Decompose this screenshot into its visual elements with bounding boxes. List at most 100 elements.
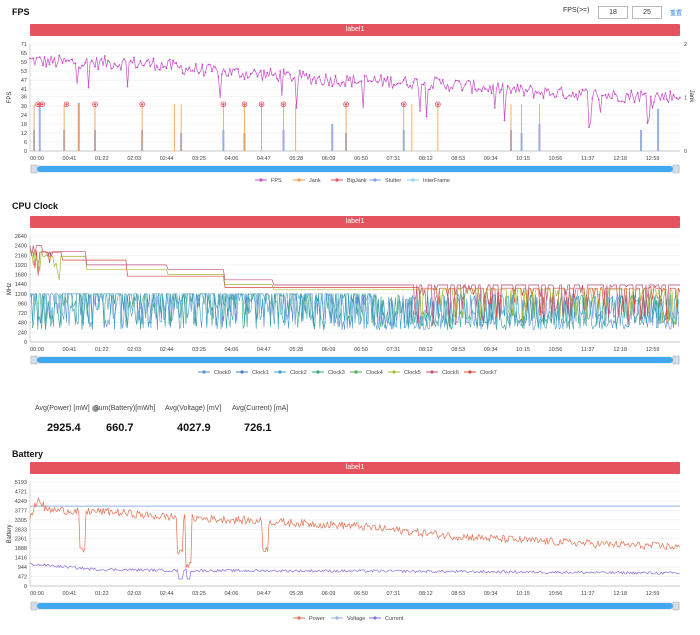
fps-point	[649, 95, 652, 98]
fps-point	[256, 75, 259, 78]
scrollbar-right-handle	[672, 355, 680, 365]
fps-point	[240, 75, 243, 78]
fps-point	[461, 89, 464, 92]
x-tick-label: 04:47	[257, 347, 271, 353]
reset-link[interactable]: 重置	[670, 11, 683, 17]
x-tick-label: 10:56	[549, 591, 563, 597]
x-tick-label: 06:50	[354, 156, 368, 162]
y-tick-label: 0	[24, 149, 27, 155]
y-tick-label: 0	[24, 584, 27, 590]
fps-point	[214, 66, 217, 69]
y-tick-label: 3305	[15, 518, 27, 524]
fps-point	[458, 80, 460, 82]
fps-point	[266, 71, 269, 74]
fps-point	[614, 93, 616, 96]
fps-point	[425, 115, 428, 118]
fps-point	[259, 69, 262, 72]
fps-threshold-high-input[interactable]: 25	[632, 6, 662, 19]
fps-point	[207, 63, 210, 66]
fps-point	[276, 77, 278, 80]
fps-point	[516, 83, 519, 86]
fps-point	[360, 80, 363, 83]
fps-point	[305, 72, 308, 75]
fps-point	[334, 74, 337, 77]
x-tick-label: 01:22	[95, 347, 109, 353]
fps-threshold-label: FPS(>=)	[563, 7, 590, 14]
legend-marker	[316, 370, 320, 374]
legend-label-current: Current	[385, 616, 404, 622]
x-tick-label: 04:47	[257, 591, 271, 597]
x-tick-label: 12:18	[613, 591, 627, 597]
x-tick-label: 08:12	[419, 591, 433, 597]
x-tick-label: 00:41	[63, 156, 77, 162]
fps-point	[571, 91, 574, 94]
fps-point	[510, 92, 512, 94]
fps-point	[224, 70, 226, 73]
fps-point	[659, 98, 662, 101]
legend-label-bigjank: BigJank	[347, 178, 367, 184]
clock-line-0	[29, 293, 679, 331]
fps-point	[367, 80, 369, 83]
fps-point	[370, 80, 373, 83]
stat-label: Avg(Power) [mW]?	[35, 405, 99, 412]
x-tick-label: 08:53	[451, 347, 465, 353]
fps-point	[48, 63, 51, 66]
bigjank-dot	[93, 103, 97, 106]
scrollbar-left-handle	[30, 355, 38, 365]
y-tick-label: 1416	[15, 556, 27, 562]
x-tick-label: 12:59	[646, 347, 660, 353]
fps-point	[152, 57, 155, 60]
x-tick-label: 05:28	[289, 156, 303, 162]
fps-point	[337, 82, 340, 85]
y-tick-label: 0	[24, 340, 27, 346]
fps-point	[409, 84, 412, 87]
fps-point	[133, 56, 135, 59]
y-tick-label: 472	[18, 575, 27, 581]
fps-point	[94, 65, 96, 68]
y-tick-label: 2833	[15, 527, 27, 533]
stat-value: 2925.4	[47, 422, 81, 434]
fps-point	[679, 96, 681, 99]
fps-point	[415, 78, 418, 81]
scrollbar-thumb	[37, 603, 673, 609]
stutter-bar	[657, 108, 660, 151]
y-axis-title: FPS	[7, 92, 13, 104]
battery-chart: 0 472 944 1416 1888 2361 2833 3305 3777 4249 4721 5…	[7, 480, 680, 622]
fps-point	[84, 61, 87, 64]
y-tick-label: 2640	[15, 234, 27, 240]
legend-label-stutter: Stutter	[385, 178, 401, 184]
fps-point	[594, 89, 597, 92]
help-icon[interactable]: ?	[91, 405, 99, 412]
fps-threshold-low-input[interactable]: 18	[598, 6, 628, 19]
fps-point	[344, 85, 347, 88]
fps-point	[298, 69, 301, 72]
fps-point	[441, 78, 444, 81]
y2-axis-title: Jank	[688, 90, 694, 104]
y2-tick-label: 1	[684, 96, 687, 102]
fps-point	[623, 101, 626, 104]
fps-point	[640, 90, 642, 93]
fps-point	[246, 76, 249, 79]
fps-point	[633, 101, 636, 104]
y-axis-title: Battery	[7, 524, 13, 543]
x-tick-label: 03:25	[192, 591, 206, 597]
legend-label-clock5: Clock5	[404, 370, 421, 376]
legend-marker	[430, 370, 434, 374]
fps-point	[568, 94, 571, 97]
x-tick-label: 08:12	[419, 156, 433, 162]
fps-point	[432, 87, 434, 89]
legend-label-clock7: Clock7	[480, 370, 497, 376]
bigjank-dot	[243, 103, 246, 106]
bigjank-marker	[241, 101, 248, 108]
fps-point	[51, 61, 54, 64]
x-tick-label: 12:59	[646, 156, 660, 162]
fps-point	[279, 70, 282, 72]
fps-point	[529, 84, 532, 87]
fps-point	[506, 85, 509, 87]
fps-point	[584, 88, 587, 91]
fps-point	[136, 66, 139, 69]
legend-marker	[411, 178, 415, 182]
fps-point	[81, 64, 83, 67]
stutter-bar	[640, 129, 642, 151]
legend-label-clock1: Clock1	[252, 370, 269, 376]
